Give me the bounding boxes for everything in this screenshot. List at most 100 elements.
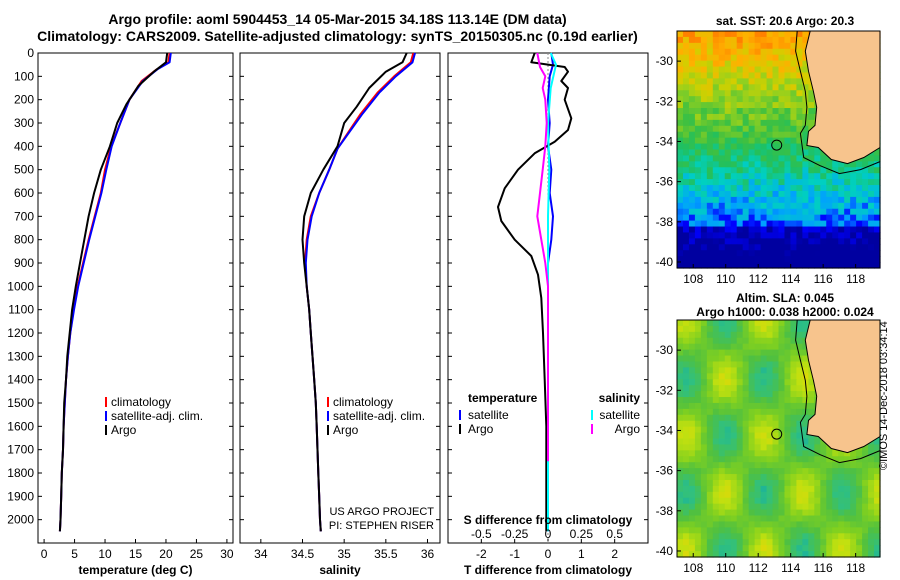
map-field-cell (688, 479, 696, 487)
map-field-cell (772, 485, 780, 493)
map-field-cell (706, 238, 714, 245)
map-field-cell (748, 397, 756, 404)
map-field-cell (862, 485, 869, 493)
map-field-cell (856, 474, 863, 481)
map-field-cell (772, 349, 780, 357)
map-field-cell (784, 185, 792, 192)
map-field-cell (694, 533, 702, 540)
map-field-cell (856, 190, 863, 198)
map-field-cell (820, 238, 827, 245)
map-field-cell (778, 474, 786, 481)
map-field-cell (868, 551, 875, 558)
legend-label: Argo (333, 423, 359, 437)
map-field-cell (736, 485, 744, 493)
map-field-cell (700, 202, 708, 210)
map-field-cell (874, 444, 881, 451)
map-field-cell (706, 420, 714, 428)
map-field-cell (856, 250, 863, 257)
map-field-cell (802, 179, 809, 186)
map-field-cell (694, 60, 702, 68)
map-field-cell (748, 125, 756, 133)
map-field-cell (742, 60, 750, 68)
map-field-cell (724, 533, 732, 540)
map-field-cell (826, 474, 833, 481)
map-field-cell (820, 515, 827, 523)
map-field-cell (832, 173, 839, 180)
map-field-cell (706, 256, 714, 263)
map-field-cell (766, 343, 774, 351)
map-field-cell (850, 515, 857, 523)
map-field-cell (784, 456, 792, 463)
map-field-cell (754, 456, 762, 463)
map-field-cell (772, 226, 780, 234)
map-field-cell (724, 551, 732, 558)
map-field-cell (796, 185, 803, 192)
map-field-cell (754, 545, 762, 552)
legend-label: satellite (468, 408, 509, 422)
map-field-cell (742, 414, 750, 422)
map-field-cell (706, 220, 714, 228)
map-field-cell (748, 185, 756, 192)
map-field-cell (730, 509, 738, 517)
map-field-cell (694, 42, 702, 50)
map-field-cell (808, 444, 815, 451)
map-field-cell (796, 90, 803, 97)
map-field-cell (874, 232, 881, 239)
map-field-cell (742, 119, 750, 127)
map-field-cell (802, 551, 809, 558)
map-field-cell (718, 355, 726, 363)
map-field-cell (850, 179, 857, 186)
map-field-cell (700, 161, 708, 168)
map-field-cell (694, 226, 702, 234)
map-field-cell (736, 385, 744, 392)
map-field-cell (850, 539, 857, 546)
map-field-cell (766, 155, 774, 162)
map-field-cell (778, 456, 786, 463)
map-field-cell (868, 485, 875, 493)
map-field-cell (778, 444, 786, 451)
map-field-cell (724, 155, 732, 162)
map-field-cell (760, 474, 768, 481)
map-field-cell (802, 432, 809, 440)
map-field-cell (718, 149, 726, 157)
map-field-cell (760, 468, 768, 475)
map-field-cell (808, 385, 815, 392)
map-field-cell (868, 262, 875, 269)
map-field-cell (748, 551, 756, 558)
y-tick-label: 1700 (7, 443, 34, 457)
map-field-cell (706, 474, 714, 481)
map-field-cell (832, 450, 839, 457)
map-field-cell (844, 238, 851, 245)
map-field-cell (766, 84, 774, 91)
map-field-cell (694, 438, 702, 446)
map-field-cell (850, 208, 857, 216)
plot-frame-salinity (239, 52, 441, 544)
map-field-cell (700, 509, 708, 517)
map-field-cell (706, 521, 714, 528)
map-field-cell (754, 84, 762, 91)
map-field-cell (730, 343, 738, 351)
map-field-cell (826, 155, 833, 162)
map-field-cell (832, 256, 839, 263)
map-field-cell (814, 238, 821, 245)
map-field-cell (766, 349, 774, 357)
map-field-cell (724, 337, 732, 345)
map-field-cell (748, 497, 756, 505)
map-field-cell (844, 509, 851, 517)
map-y-tick-label: -34 (656, 423, 674, 437)
map-field-cell (712, 551, 720, 558)
map-field-cell (784, 220, 792, 228)
map-field-cell (778, 515, 786, 523)
map-field-cell (808, 497, 815, 505)
map-field-cell (862, 220, 869, 228)
map-field-cell (808, 108, 815, 115)
map-field-cell (682, 438, 690, 446)
map-field-cell (796, 202, 803, 210)
map-x-tick-label: 118 (846, 561, 865, 575)
map-field-cell (730, 84, 738, 91)
map-field-cell (677, 331, 684, 339)
map-field-cell (874, 244, 881, 251)
map-field-cell (694, 244, 702, 251)
map-field-cell (677, 42, 684, 50)
map-field-cell (790, 232, 798, 239)
